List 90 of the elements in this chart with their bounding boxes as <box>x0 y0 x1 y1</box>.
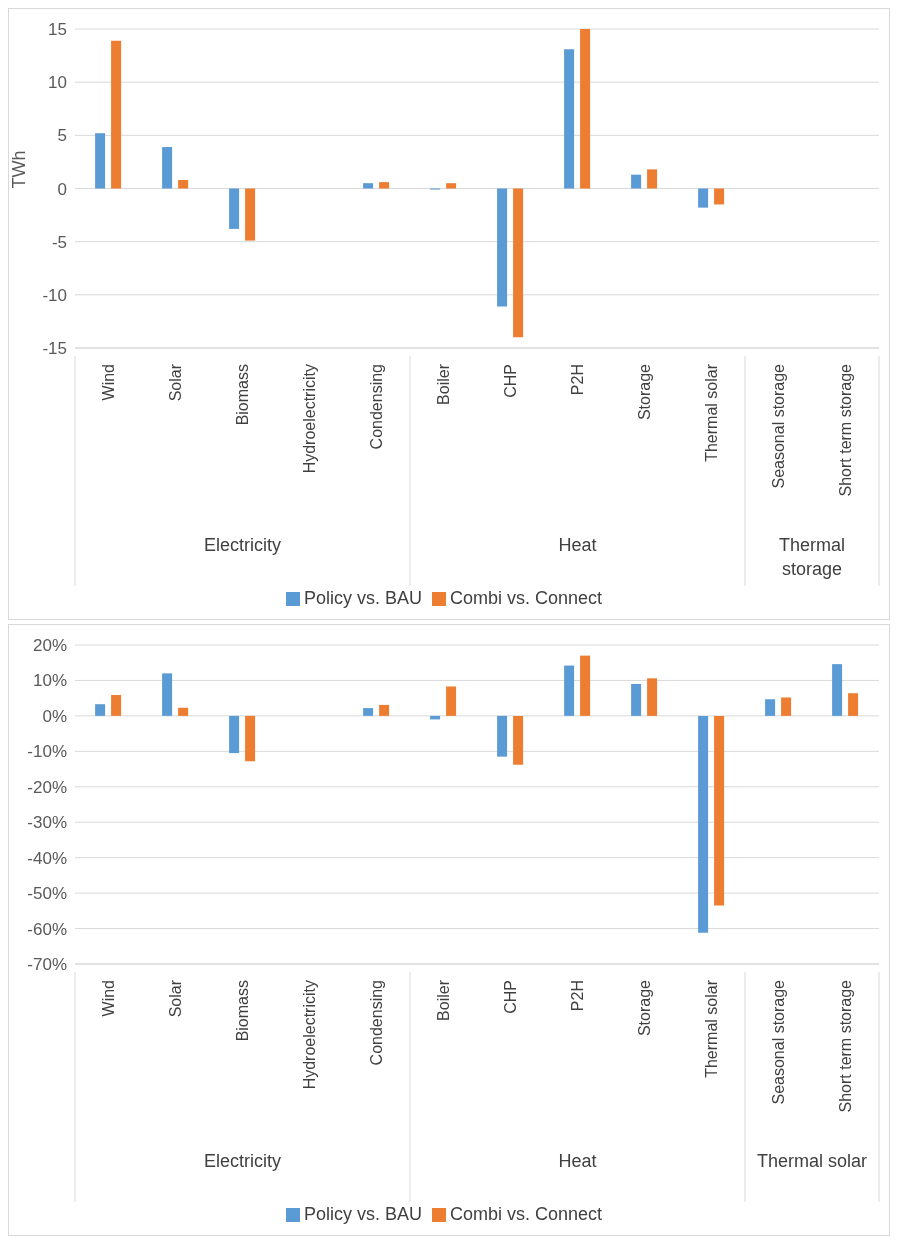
bar <box>111 694 122 716</box>
bar <box>848 693 859 716</box>
bar <box>580 29 591 189</box>
y-tick-label: 0 <box>57 179 67 199</box>
bar <box>631 683 642 716</box>
bar <box>564 49 575 189</box>
y-tick-label: -10 <box>42 285 67 305</box>
bar <box>832 664 843 716</box>
y-tick-label: -30% <box>27 813 67 833</box>
x-tick-label: CHP <box>501 980 519 1014</box>
x-tick-label: Seasonal storage <box>769 979 787 1105</box>
legend-label: Combi vs. Connect <box>449 588 603 608</box>
x-tick-label: Wind <box>99 364 117 401</box>
text: Heat <box>558 535 597 555</box>
bar <box>631 174 642 189</box>
bar <box>95 133 106 189</box>
bar <box>580 655 591 716</box>
x-tick-label: Boiler <box>434 363 452 405</box>
bar <box>781 697 792 716</box>
bar <box>178 707 189 716</box>
text: Thermal storage <box>778 535 846 579</box>
y-tick-label: 10 <box>48 73 67 93</box>
y-tick-label: 15 <box>48 20 67 40</box>
x-tick-label: Solar <box>166 363 184 402</box>
bar <box>446 686 457 716</box>
x-tick-label: Solar <box>166 979 184 1018</box>
bar <box>698 715 709 933</box>
x-tick-label: Seasonal storage <box>769 363 787 489</box>
bar <box>178 179 189 189</box>
bar <box>446 183 457 189</box>
bar <box>647 169 658 189</box>
y-tick-label: -5 <box>51 232 67 252</box>
y-axis-title: TWh <box>9 150 30 189</box>
x-tick-label: Wind <box>99 980 117 1017</box>
bar <box>513 188 524 338</box>
text: Electricity <box>203 1151 282 1171</box>
x-tick-label: Short term storage <box>836 363 854 497</box>
bar <box>363 708 374 716</box>
text: Thermal solar <box>756 1151 868 1171</box>
x-tick-label: P2H <box>568 364 586 396</box>
x-tick-label: Biomass <box>233 364 251 426</box>
x-tick-label: Boiler <box>434 979 452 1021</box>
text: Electricity <box>203 535 282 555</box>
x-tick-label: Thermal solar <box>702 979 720 1078</box>
bar <box>379 182 390 189</box>
bar <box>497 188 508 307</box>
x-tick-label: Condensing <box>367 980 385 1066</box>
y-tick-label: -20% <box>27 777 67 797</box>
bar <box>95 704 106 716</box>
y-tick-label: -40% <box>27 848 67 868</box>
bar <box>513 715 524 765</box>
bar <box>162 147 173 189</box>
bar <box>229 188 240 229</box>
text: Heat <box>558 1151 597 1171</box>
x-tick-label: Hydroelectricity <box>300 980 318 1090</box>
bar <box>714 715 725 906</box>
x-tick-label: Short term storage <box>836 979 854 1113</box>
x-tick-label: P2H <box>568 980 586 1012</box>
bar <box>564 665 575 716</box>
y-tick-label: -70% <box>27 955 67 975</box>
y-tick-label: 0% <box>42 706 67 726</box>
x-tick-label: Storage <box>635 363 653 421</box>
bar <box>647 678 658 716</box>
x-tick-label: Condensing <box>367 364 385 450</box>
x-tick-label: Storage <box>635 979 653 1037</box>
bar <box>497 715 508 757</box>
bar <box>698 188 709 208</box>
y-tick-label: 20% <box>32 636 67 656</box>
bar <box>245 715 256 762</box>
bar <box>765 699 776 716</box>
y-tick-label: -60% <box>27 919 67 939</box>
y-tick-label: -10% <box>27 742 67 762</box>
bar <box>229 715 240 754</box>
legend-label: Combi vs. Connect <box>449 1204 603 1224</box>
bar <box>111 40 122 189</box>
bar <box>379 704 390 716</box>
y-tick-label: 5 <box>57 126 67 146</box>
x-tick-label: Thermal solar <box>702 363 720 462</box>
x-tick-label: Biomass <box>233 980 251 1042</box>
legend-label: Policy vs. BAU <box>303 1204 422 1224</box>
y-tick-label: -50% <box>27 884 67 904</box>
x-tick-label: Hydroelectricity <box>300 364 318 474</box>
bar <box>714 188 725 205</box>
legend-label: Policy vs. BAU <box>303 588 422 608</box>
bar <box>363 183 374 189</box>
bar <box>162 673 173 716</box>
bar <box>245 188 256 241</box>
y-tick-label: -15 <box>42 339 67 359</box>
y-tick-label: 10% <box>32 671 67 691</box>
x-tick-label: CHP <box>501 364 519 398</box>
